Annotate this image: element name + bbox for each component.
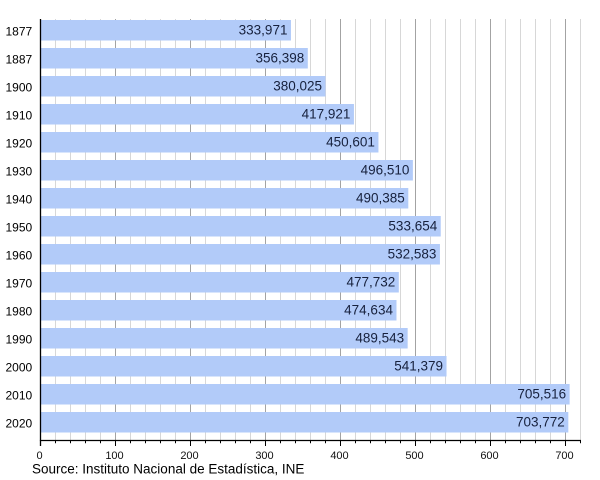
- svg-text:1980: 1980: [5, 305, 32, 319]
- svg-text:474,634: 474,634: [344, 303, 393, 318]
- svg-text:300: 300: [255, 450, 273, 462]
- svg-text:533,654: 533,654: [388, 219, 437, 234]
- svg-text:1950: 1950: [5, 221, 32, 235]
- svg-text:0: 0: [36, 450, 42, 462]
- svg-text:1900: 1900: [5, 81, 32, 95]
- svg-text:500: 500: [405, 450, 423, 462]
- svg-text:400: 400: [330, 450, 348, 462]
- svg-text:1960: 1960: [5, 249, 32, 263]
- svg-text:1877: 1877: [5, 25, 32, 39]
- svg-text:1930: 1930: [5, 165, 32, 179]
- svg-text:1910: 1910: [5, 109, 32, 123]
- svg-text:1990: 1990: [5, 333, 32, 347]
- svg-text:1940: 1940: [5, 193, 32, 207]
- svg-text:380,025: 380,025: [273, 79, 322, 94]
- svg-text:496,510: 496,510: [361, 163, 410, 178]
- svg-text:450,601: 450,601: [326, 135, 375, 150]
- svg-text:703,772: 703,772: [516, 415, 565, 430]
- svg-text:1887: 1887: [5, 53, 32, 67]
- svg-text:Source: Instituto Nacional de: Source: Instituto Nacional de Estadístic…: [32, 462, 304, 477]
- svg-text:417,921: 417,921: [302, 107, 351, 122]
- svg-text:333,971: 333,971: [239, 23, 288, 38]
- svg-text:541,379: 541,379: [394, 359, 443, 374]
- svg-text:477,732: 477,732: [346, 275, 395, 290]
- svg-text:490,385: 490,385: [356, 191, 405, 206]
- svg-text:489,543: 489,543: [355, 331, 404, 346]
- svg-text:356,398: 356,398: [255, 51, 304, 66]
- svg-text:100: 100: [105, 450, 123, 462]
- svg-text:1970: 1970: [5, 277, 32, 291]
- svg-text:532,583: 532,583: [388, 247, 437, 262]
- svg-text:2010: 2010: [5, 389, 32, 403]
- svg-text:2000: 2000: [5, 361, 32, 375]
- svg-text:700: 700: [555, 450, 573, 462]
- svg-text:200: 200: [180, 450, 198, 462]
- svg-text:2020: 2020: [5, 417, 32, 431]
- svg-text:705,516: 705,516: [517, 387, 566, 402]
- svg-text:600: 600: [480, 450, 498, 462]
- svg-text:1920: 1920: [5, 137, 32, 151]
